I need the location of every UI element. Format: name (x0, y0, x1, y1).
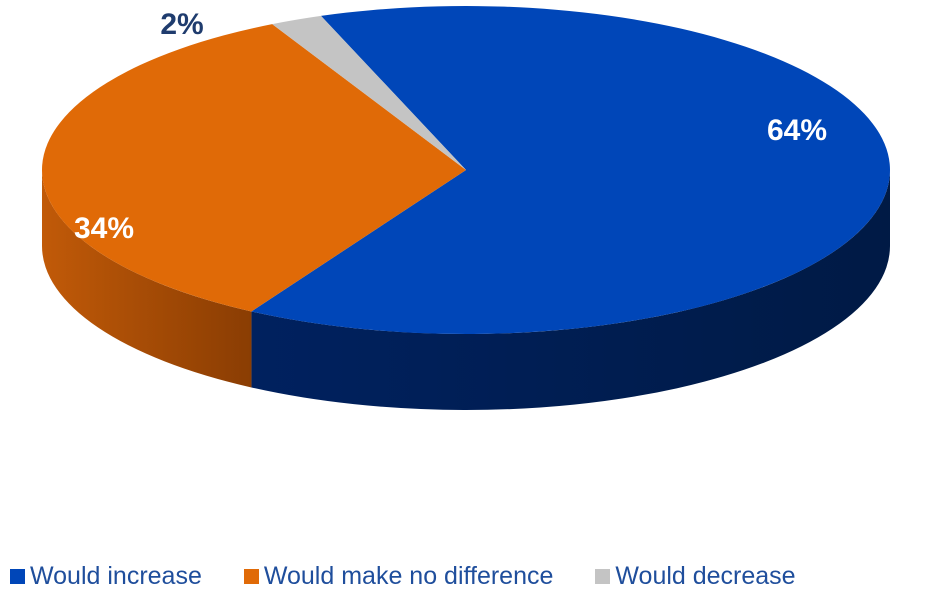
pie-side-no-difference (42, 170, 252, 388)
data-label-no-difference: 34% (74, 212, 134, 245)
pie-chart: 64% 34% 2% (41, 5, 891, 410)
legend-item-no-difference: Would make no difference (243, 562, 554, 591)
legend-label-increase: Would increase (30, 562, 202, 590)
pie-slice-increase (251, 5, 891, 334)
legend-item-decrease: Would decrease (595, 562, 796, 591)
pie-slice-decrease (272, 15, 466, 170)
legend-label-no-difference: Would make no difference (263, 562, 554, 590)
pie-slice-no-difference (41, 24, 466, 312)
legend-item-increase: Would increase (10, 562, 202, 591)
legend: Would increase Would make no difference … (10, 562, 796, 591)
pie-side-increase (251, 170, 891, 410)
legend-swatch-decrease (595, 569, 611, 584)
legend-swatch-increase (10, 569, 25, 584)
data-label-decrease: 2% (160, 8, 203, 41)
legend-label-decrease: Would decrease (615, 562, 796, 590)
legend-swatch-no-difference (243, 569, 259, 584)
data-label-increase: 64% (767, 114, 827, 147)
